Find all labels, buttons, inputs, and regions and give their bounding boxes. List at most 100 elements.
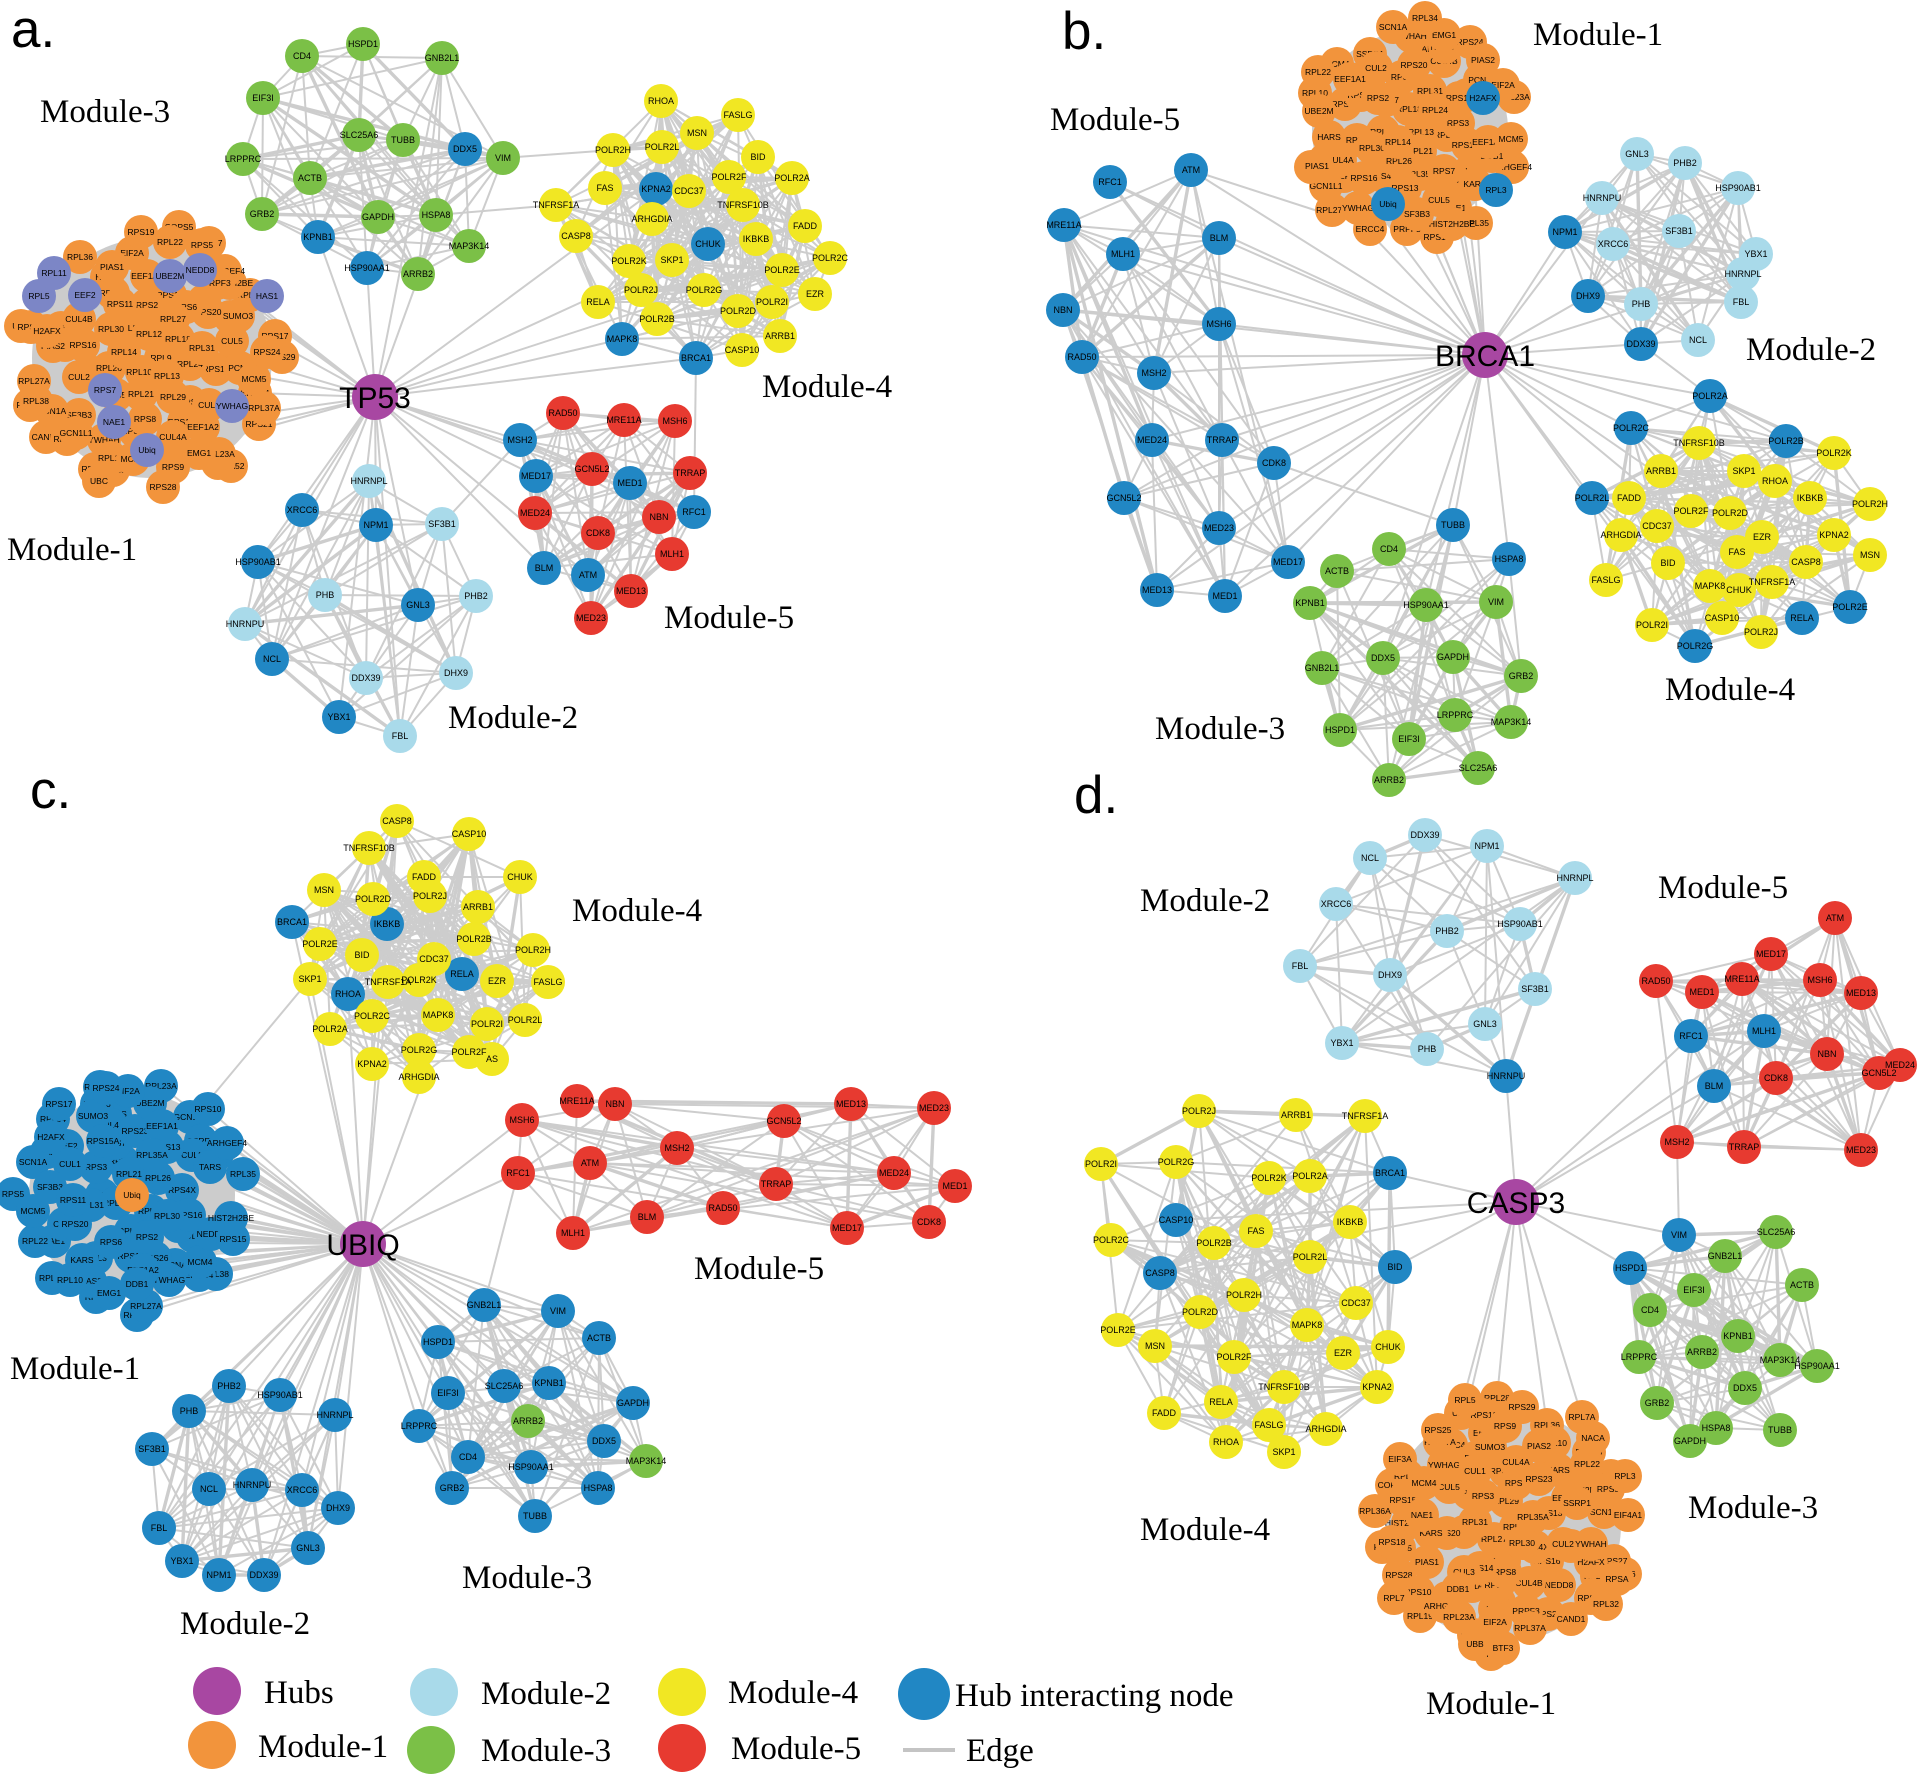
- svg-text:ARRB1: ARRB1: [1281, 1110, 1311, 1120]
- svg-text:RPL36: RPL36: [67, 252, 93, 262]
- svg-text:HSPD1: HSPD1: [423, 1337, 453, 1347]
- svg-text:RPL7: RPL7: [1383, 1593, 1405, 1603]
- svg-text:EIF2A: EIF2A: [120, 248, 144, 258]
- svg-text:MLH1: MLH1: [1111, 249, 1135, 259]
- svg-text:RPL37A: RPL37A: [1514, 1623, 1546, 1633]
- svg-text:PIAS1: PIAS1: [100, 262, 124, 272]
- svg-text:DDB1: DDB1: [1447, 1584, 1470, 1594]
- svg-text:CUL2: CUL2: [1365, 63, 1387, 73]
- svg-text:RPS27: RPS27: [1601, 1556, 1628, 1566]
- svg-text:LRPPRC: LRPPRC: [225, 154, 262, 164]
- svg-text:EIF3I: EIF3I: [1683, 1285, 1705, 1295]
- svg-text:Hubs: Hubs: [264, 1675, 334, 1711]
- svg-text:TARS: TARS: [199, 1162, 221, 1172]
- svg-text:ARHGDIA: ARHGDIA: [631, 214, 672, 224]
- svg-text:EZR: EZR: [1334, 1348, 1353, 1358]
- svg-text:RPL12: RPL12: [136, 329, 162, 339]
- svg-text:POLR2J: POLR2J: [413, 891, 447, 901]
- svg-text:CDC37: CDC37: [419, 954, 449, 964]
- svg-text:NPM1: NPM1: [1552, 227, 1577, 237]
- svg-text:ARRB2: ARRB2: [403, 269, 433, 279]
- svg-text:DDX39: DDX39: [249, 1570, 278, 1580]
- svg-text:MED17: MED17: [1273, 557, 1303, 567]
- svg-text:RPS15A: RPS15A: [168, 417, 201, 427]
- svg-text:RPS15A: RPS15A: [87, 1136, 120, 1146]
- svg-text:MSN: MSN: [1860, 550, 1880, 560]
- svg-text:NPM1: NPM1: [1474, 841, 1499, 851]
- svg-text:RPL26: RPL26: [96, 363, 122, 373]
- svg-text:RFC1: RFC1: [1098, 177, 1122, 187]
- svg-text:RPS23: RPS23: [1526, 1474, 1553, 1484]
- svg-text:XRCC6: XRCC6: [1321, 899, 1352, 909]
- svg-text:FBL: FBL: [1292, 961, 1309, 971]
- svg-text:CHUK: CHUK: [695, 239, 721, 249]
- svg-text:RPL23: RPL23: [1370, 127, 1396, 137]
- svg-text:H2AFX: H2AFX: [33, 326, 61, 336]
- svg-text:CASP3: CASP3: [1467, 1187, 1565, 1220]
- svg-text:RPS5: RPS5: [1597, 1484, 1619, 1494]
- svg-text:RPS6: RPS6: [175, 302, 197, 312]
- svg-text:MED13: MED13: [1142, 585, 1172, 595]
- svg-text:LRPPRC: LRPPRC: [1437, 710, 1474, 720]
- svg-text:GCN1L1: GCN1L1: [173, 1112, 206, 1122]
- svg-text:Module-1: Module-1: [258, 1729, 388, 1765]
- svg-text:RFC1: RFC1: [1679, 1031, 1703, 1041]
- svg-text:POLR2L: POLR2L: [1293, 1252, 1328, 1262]
- svg-text:HSP90AB1: HSP90AB1: [1715, 183, 1761, 193]
- svg-text:PIAS2: PIAS2: [78, 1276, 102, 1286]
- svg-text:RFC1: RFC1: [682, 507, 706, 517]
- svg-text:RPL29: RPL29: [1493, 1496, 1519, 1506]
- svg-text:IKBKB: IKBKB: [1797, 493, 1824, 503]
- svg-text:PIAS1: PIAS1: [1415, 1557, 1439, 1567]
- svg-text:RPL10: RPL10: [57, 1275, 83, 1285]
- svg-text:HSPA8: HSPA8: [584, 1483, 613, 1493]
- svg-text:POLR2D: POLR2D: [720, 306, 757, 316]
- svg-text:FADD: FADD: [1617, 493, 1642, 503]
- svg-text:BRCA1: BRCA1: [1375, 1168, 1405, 1178]
- svg-text:POLR2L: POLR2L: [1575, 493, 1610, 503]
- svg-text:KPNB1: KPNB1: [1295, 598, 1325, 608]
- svg-text:MAP3K14: MAP3K14: [1491, 717, 1532, 727]
- svg-text:POLR2J: POLR2J: [1182, 1106, 1216, 1116]
- svg-text:RPL36: RPL36: [39, 1273, 65, 1283]
- svg-text:CUL2: CUL2: [1552, 1539, 1574, 1549]
- svg-text:RPS16: RPS16: [1534, 1556, 1561, 1566]
- svg-text:MCM4: MCM4: [1411, 1478, 1436, 1488]
- svg-text:RPS28: RPS28: [1386, 1570, 1413, 1580]
- svg-text:ATM: ATM: [579, 570, 597, 580]
- svg-text:MED24: MED24: [1137, 435, 1167, 445]
- svg-text:POLR2K: POLR2K: [1816, 448, 1852, 458]
- svg-text:RPL29: RPL29: [160, 392, 186, 402]
- svg-text:NPM1: NPM1: [206, 1570, 231, 1580]
- svg-text:CHUK: CHUK: [507, 872, 533, 882]
- svg-text:BID: BID: [750, 152, 766, 162]
- svg-text:POLR2I: POLR2I: [756, 297, 788, 307]
- svg-text:RPS11: RPS11: [107, 299, 134, 309]
- svg-text:RPS20: RPS20: [1401, 60, 1428, 70]
- svg-text:Ubiq: Ubiq: [138, 445, 156, 455]
- svg-text:POLR2A: POLR2A: [774, 173, 810, 183]
- svg-text:H2AFX: H2AFX: [37, 1132, 65, 1142]
- svg-text:EIF3I: EIF3I: [252, 93, 274, 103]
- svg-text:RPL27A: RPL27A: [18, 376, 50, 386]
- svg-text:ARHGDIA: ARHGDIA: [1305, 1424, 1346, 1434]
- svg-text:NBN: NBN: [649, 512, 668, 522]
- svg-text:PRPF3: PRPF3: [1512, 1606, 1540, 1616]
- svg-text:GCN5L2: GCN5L2: [574, 464, 609, 474]
- svg-text:POLR2E: POLR2E: [302, 939, 338, 949]
- svg-text:RPL3: RPL3: [1614, 1471, 1636, 1481]
- svg-text:EMG1: EMG1: [97, 1288, 121, 1298]
- svg-text:TNFRSF1A: TNFRSF1A: [1749, 577, 1796, 587]
- svg-text:RPL23A: RPL23A: [1443, 1612, 1475, 1622]
- svg-text:EIF2A: EIF2A: [116, 1086, 140, 1096]
- svg-text:RPS11: RPS11: [1446, 93, 1473, 103]
- svg-text:FADD: FADD: [412, 872, 437, 882]
- svg-text:PHB: PHB: [1632, 299, 1651, 309]
- svg-text:HNRNPL: HNRNPL: [1556, 873, 1593, 883]
- svg-text:ATM: ATM: [1182, 165, 1200, 175]
- svg-text:FASLG: FASLG: [533, 977, 562, 987]
- svg-text:DHX9: DHX9: [326, 1503, 350, 1513]
- svg-text:PHB: PHB: [1418, 1044, 1437, 1054]
- svg-text:GAPDH: GAPDH: [362, 212, 394, 222]
- svg-text:RPL26: RPL26: [1386, 156, 1412, 166]
